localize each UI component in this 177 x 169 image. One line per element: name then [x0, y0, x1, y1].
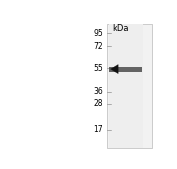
Text: kDa: kDa — [113, 24, 129, 33]
Text: 72: 72 — [93, 42, 103, 51]
Text: 36: 36 — [93, 87, 103, 96]
Bar — [109, 67, 142, 71]
Text: 28: 28 — [94, 99, 103, 108]
Text: 95: 95 — [93, 29, 103, 38]
Text: 17: 17 — [93, 125, 103, 134]
Bar — [107, 24, 152, 148]
Text: 55: 55 — [93, 64, 103, 73]
Bar — [109, 24, 143, 148]
Polygon shape — [111, 65, 118, 74]
